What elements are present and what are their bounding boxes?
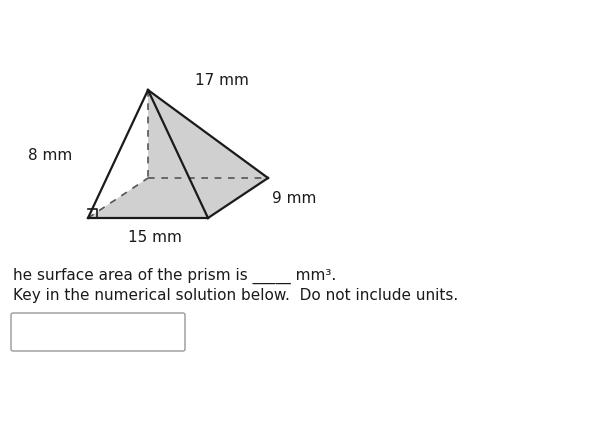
FancyBboxPatch shape [11, 313, 185, 351]
Polygon shape [88, 90, 148, 218]
Text: he surface area of the prism is _____ mm³.: he surface area of the prism is _____ mm… [13, 268, 336, 284]
Text: 9 mm: 9 mm [272, 190, 317, 206]
Text: 8 mm: 8 mm [28, 148, 72, 162]
Text: Key in the numerical solution below.  Do not include units.: Key in the numerical solution below. Do … [13, 288, 458, 303]
Polygon shape [88, 90, 268, 218]
Text: 15 mm: 15 mm [128, 230, 182, 245]
Text: 17 mm: 17 mm [195, 73, 249, 88]
